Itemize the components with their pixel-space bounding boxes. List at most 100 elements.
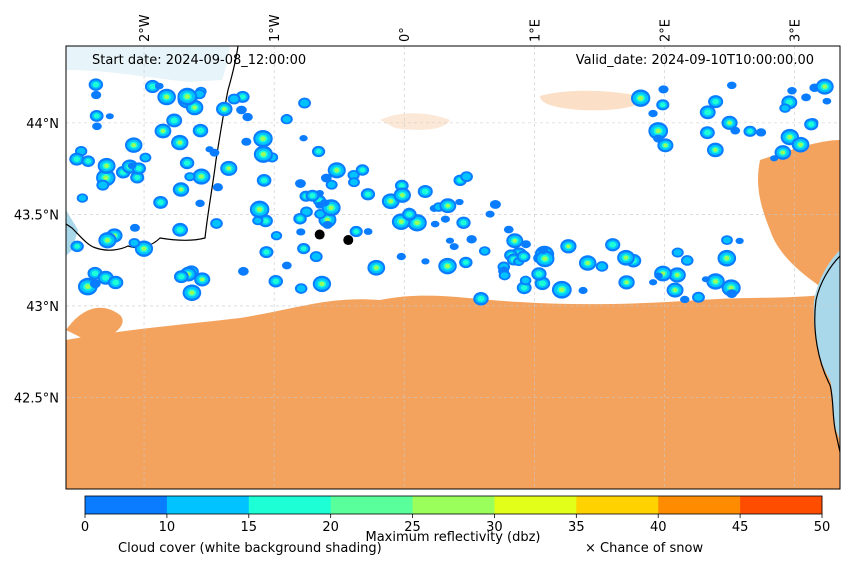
reflectivity-cell: [297, 243, 311, 255]
reflectivity-cell: [89, 109, 104, 122]
reflectivity-cell: [478, 246, 491, 256]
reflectivity-cell: [726, 289, 738, 298]
reflectivity-cell: [791, 136, 810, 153]
reflectivity-cell: [445, 237, 455, 244]
coastline: [66, 46, 840, 453]
colorbar-title: Maximum reflectivity (dbz): [366, 530, 541, 545]
reflectivity-cell: [804, 118, 819, 131]
reflectivity-cell: [242, 112, 253, 122]
reflectivity-cell: [617, 249, 635, 266]
reflectivity-cell: [360, 188, 376, 201]
reflectivity-cell: [253, 145, 273, 163]
map-panel: Start date: 2024-09-08_12:00:00 Valid_da…: [66, 46, 840, 489]
reflectivity-cell: [241, 137, 252, 146]
snow-caption: × Chance of snow: [585, 541, 703, 556]
reflectivity-cell: [649, 279, 658, 286]
reflectivity-cell: [320, 199, 330, 207]
reflectivity-cell: [252, 216, 264, 226]
reflectivity-cell: [363, 228, 373, 235]
reflectivity-cell: [212, 183, 223, 192]
reflectivity-cell: [89, 279, 101, 289]
colorbar-tick-label: 40: [650, 520, 667, 535]
reflectivity-cell: [402, 208, 417, 221]
reflectivity-cell: [658, 85, 669, 94]
reflectivity-cell: [755, 128, 767, 137]
reflectivity-cell: [312, 275, 332, 293]
reflectivity-cell: [124, 137, 143, 153]
latitude-tick-label: 44°N: [26, 117, 59, 132]
reflectivity-cell: [298, 97, 311, 109]
valid-date-label: Valid_date: 2024-09-10T10:00:00.00: [576, 53, 814, 68]
reflectivity-cell: [717, 249, 737, 267]
colorbar-tick-label: 35: [568, 520, 585, 535]
reflectivity-cell: [680, 255, 694, 266]
reflectivity-cell: [177, 87, 198, 106]
reflectivity-cell: [182, 284, 202, 302]
reflectivity-cell: [692, 291, 705, 303]
reflectivity-cell: [440, 215, 450, 223]
reflectivity-cell: [171, 134, 189, 151]
reflectivity-cell: [706, 273, 725, 290]
reflectivity-cell: [648, 122, 669, 140]
colorbar-segment: [330, 496, 414, 514]
colorbar-segment: [740, 496, 823, 514]
reflectivity-cell: [498, 270, 511, 281]
reflectivity-cell: [743, 125, 757, 137]
reflectivity-cell: [439, 198, 457, 214]
colorbar-tick-label: 25: [404, 520, 421, 535]
reflectivity-cell: [293, 212, 307, 225]
city-marker: [314, 229, 325, 240]
reflectivity-cell: [787, 87, 797, 95]
reflectivity-cell: [220, 160, 238, 176]
reflectivity-cell: [92, 122, 102, 131]
reflectivity-cell: [355, 164, 370, 176]
longitude-tick-label: 2°W: [138, 14, 153, 42]
colorbar-tick-label: 15: [241, 520, 258, 535]
colorbar-segment: [658, 496, 741, 514]
reflectivity-cell: [296, 228, 306, 236]
reflectivity-cell: [96, 179, 110, 191]
reflectivity-cell: [299, 135, 308, 142]
cloud-cover-shading: [66, 90, 840, 489]
city-marker: [343, 235, 354, 246]
latitude-tick-label: 42.5°N: [14, 391, 59, 406]
reflectivity-cell: [551, 280, 572, 299]
reflectivity-cell: [727, 81, 737, 90]
reflectivity-cell: [192, 123, 209, 138]
reflectivity-cell: [595, 261, 609, 272]
reflectivity-cell: [535, 250, 555, 268]
reflectivity-cell: [192, 168, 211, 185]
reflectivity-cell: [538, 246, 548, 254]
reflectivity-cell: [139, 152, 152, 163]
reflectivity-cell: [154, 123, 172, 139]
reflectivity-cell: [438, 257, 457, 275]
longitude-tick-label: 0°: [398, 27, 413, 42]
reflectivity-cell: [654, 272, 663, 279]
reflectivity-cell: [195, 199, 205, 208]
reflectivity-cell: [259, 246, 274, 259]
reflectivity-cell: [172, 182, 190, 197]
reflectivity-cell: [605, 238, 621, 252]
reflectivity-cell: [153, 196, 168, 209]
reflectivity-cell: [560, 239, 577, 254]
reflectivity-cell: [506, 233, 524, 249]
reflectivity-cell: [421, 258, 430, 265]
reflectivity-cell: [578, 286, 588, 295]
reflectivity-cell: [270, 231, 283, 241]
sea-area: [66, 46, 840, 440]
colorbar-tick-label: 50: [814, 520, 831, 535]
reflectivity-cell: [305, 189, 320, 202]
latitude-tick-labels: 44°N 43.5°N 43°N 42.5°N: [14, 117, 59, 407]
longitude-tick-label: 3°E: [788, 19, 803, 42]
reflectivity-cell: [503, 225, 514, 234]
reflectivity-cell: [157, 88, 176, 106]
reflectivity-cell: [531, 267, 547, 281]
reflectivity-cell: [107, 275, 124, 290]
colorbar-tick-label: 0: [81, 520, 89, 535]
colorbar-segment: [576, 496, 659, 514]
reflectivity-cell: [701, 276, 710, 283]
reflectivity-cell: [349, 225, 363, 238]
reflectivity-cell: [249, 200, 270, 219]
reflectivity-cell: [721, 279, 741, 297]
reflectivity-cell: [815, 78, 834, 95]
